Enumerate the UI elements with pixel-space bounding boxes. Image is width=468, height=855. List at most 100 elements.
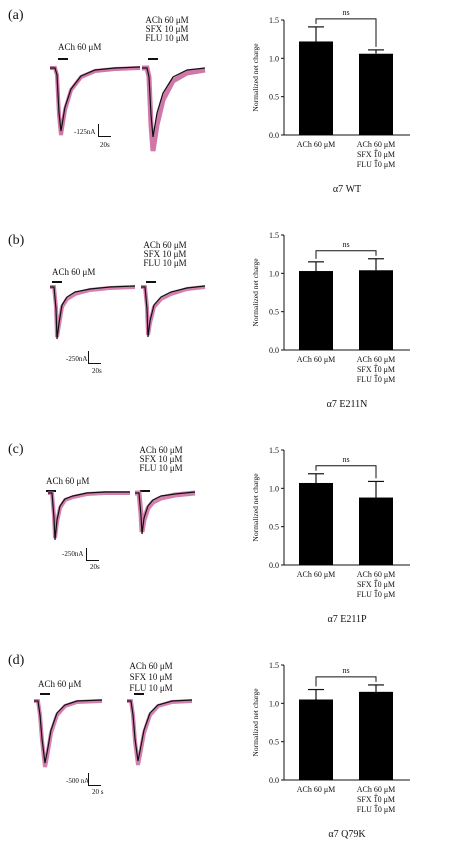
panel-label: (d) [8, 653, 25, 668]
combo-line: FLU 10 μM [139, 463, 183, 473]
stimulus-bar [148, 58, 158, 60]
combo-line: ACh 60 μM [129, 661, 173, 671]
panel-b: (b) ACh 60 μM ACh 60 μM SFX 10 μM FLU 10… [0, 215, 468, 425]
y-tick-label: 0.5 [269, 523, 279, 532]
category-label: ACh 60 μM [357, 140, 396, 149]
stimulus-bar [58, 58, 68, 60]
panel-a: (a) ACh 60 μM ACh 60 μM SFX 10 μM FLU 10… [0, 0, 468, 210]
category-label: + [374, 371, 379, 380]
y-tick-label: 1.5 [269, 231, 279, 240]
combo-label: ACh 60 μM SFX 10 μM FLU 10 μM [136, 446, 186, 473]
trace-mean [127, 699, 193, 762]
category-label: ACh 60 μM [297, 785, 336, 794]
scale-current-label: -500 nA [66, 777, 90, 785]
category-label: + [374, 146, 379, 155]
stimulus-bar [40, 693, 50, 695]
significance-bracket [315, 18, 377, 47]
category-label: FLU 10 μM [357, 375, 396, 384]
category-label: ACh 60 μM [297, 570, 336, 579]
stimulus-bar [134, 693, 144, 695]
significance-label: ns [342, 666, 349, 675]
category-label: ACh 60 μM [357, 570, 396, 579]
ach-label: ACh 60 μM [58, 42, 102, 52]
combo-line: FLU 10 μM [145, 33, 189, 43]
category-label: FLU 10 μM [357, 590, 396, 599]
trace-envelope [48, 491, 130, 539]
scale-bar [98, 124, 111, 137]
chart-title: α7 Q79K [328, 829, 366, 840]
trace-envelope [142, 65, 206, 152]
scale-current-label: -250nA [66, 355, 88, 363]
significance-bracket [315, 465, 377, 479]
trace-mean [34, 699, 103, 764]
combo-label: ACh 60 μM SFX 10 μM FLU 10 μM [126, 661, 176, 694]
y-tick-label: 0.0 [269, 346, 279, 355]
y-tick-label: 0.0 [269, 776, 279, 785]
trace-envelope [50, 66, 141, 136]
y-axis-label: Normalized net charge [251, 258, 260, 327]
panel-d: (d) ACh 60 μM ACh 60 μM SFX 10 μM FLU 10… [0, 645, 468, 855]
y-tick-label: 1.5 [269, 446, 279, 455]
significance-label: ns [342, 455, 349, 464]
scale-time-label: 20s [92, 367, 102, 375]
category-label: + [374, 586, 379, 595]
bar [299, 699, 333, 780]
y-axis-label: Normalized net charge [251, 43, 260, 112]
scale-current-label: -250nA [62, 550, 84, 558]
combo-line: ACh 60 μM [145, 15, 189, 25]
y-tick-label: 0.5 [269, 93, 279, 102]
category-label: ACh 60 μM [297, 140, 336, 149]
trace-mean [48, 491, 130, 541]
panel-label: (c) [8, 442, 24, 457]
trace-envelope [50, 285, 136, 338]
combo-line: FLU 10 μM [143, 258, 187, 268]
y-tick-label: 1.0 [269, 269, 279, 278]
chart-title: α7 WT [333, 184, 361, 195]
trace-mean [135, 491, 196, 535]
category-label: ACh 60 μM [357, 355, 396, 364]
category-label: + [374, 576, 379, 585]
ach-label: ACh 60 μM [38, 679, 82, 689]
y-tick-label: 0.0 [269, 561, 279, 570]
panel-label: (a) [8, 8, 24, 23]
significance-bracket [315, 676, 377, 687]
scale-current-label: -125nA [74, 128, 96, 136]
category-label: SFX 10 μM [357, 365, 395, 374]
combo-line: SFX 10 μM [139, 454, 183, 464]
trace-mean [141, 285, 206, 338]
category-label: SFX 10 μM [357, 795, 395, 804]
chart-title: α7 E211N [327, 399, 368, 410]
combo-line: SFX 10 μM [143, 249, 187, 259]
bar [359, 497, 393, 565]
current-traces [50, 285, 206, 340]
current-traces [50, 65, 206, 152]
scale-bar [86, 548, 99, 561]
y-tick-label: 0.0 [269, 131, 279, 140]
category-label: + [374, 791, 379, 800]
scale-bar [88, 351, 101, 364]
combo-line: ACh 60 μM [143, 240, 187, 250]
bar [359, 53, 393, 135]
bar [299, 271, 333, 350]
current-traces [48, 490, 196, 541]
significance-bracket [315, 250, 377, 259]
category-label: SFX 10 μM [357, 580, 395, 589]
bar [299, 482, 333, 565]
stimulus-bar [146, 281, 156, 283]
ach-label: ACh 60 μM [52, 267, 96, 277]
y-axis-label: Normalized net charge [251, 473, 260, 542]
bar [299, 41, 333, 135]
category-label: + [374, 801, 379, 810]
scale-time-label: 20s [90, 563, 100, 571]
bar-chart-q79k: 0.0 0.5 1.0 1.5 Normalized net charge ACh 60 … [251, 661, 410, 840]
ach-label: ACh 60 μM [46, 476, 90, 486]
combo-line: ACh 60 μM [139, 445, 183, 455]
panel-label: (b) [8, 233, 25, 248]
y-tick-label: 0.5 [269, 738, 279, 747]
trace-envelope [135, 490, 196, 533]
y-tick-label: 1.5 [269, 16, 279, 25]
scale-time-label: 20 s [92, 788, 104, 796]
trace-mean [50, 66, 141, 132]
scale-bar [88, 773, 101, 786]
y-tick-label: 1.0 [269, 699, 279, 708]
